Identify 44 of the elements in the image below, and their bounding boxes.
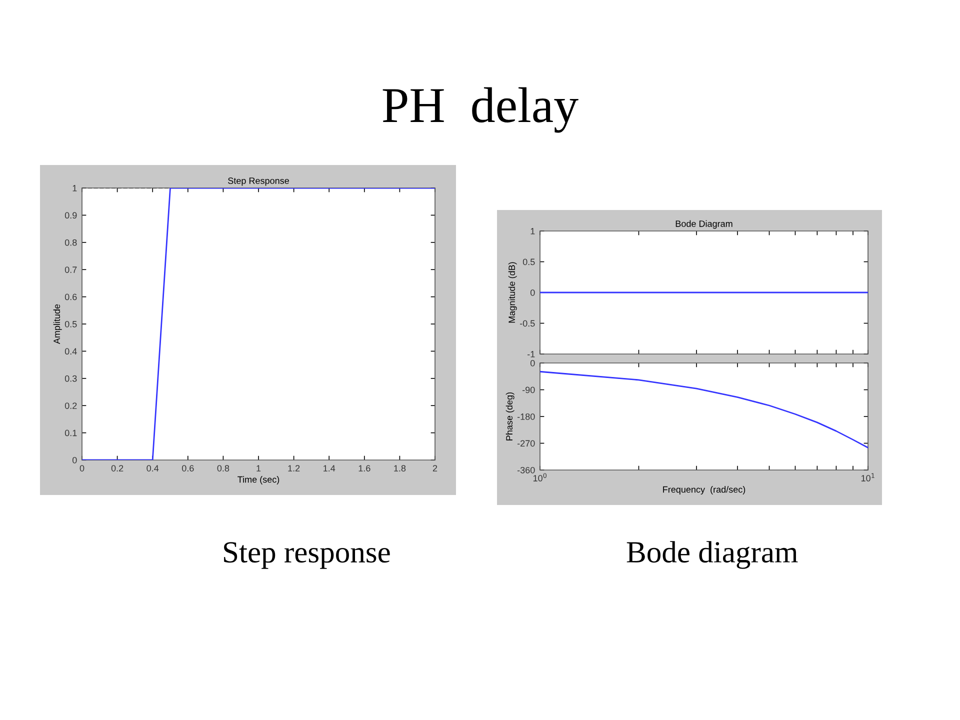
y-axis-title: Magnitude (dB) (508, 262, 517, 323)
text: Bode diagram (626, 541, 798, 569)
y-tick-label: -180 (517, 413, 535, 420)
chart-title: Step Response (228, 178, 289, 186)
y-tick-label: 1 (530, 228, 535, 234)
y-tick-label: 0 (72, 456, 77, 464)
y-tick-label: -0.5 (520, 320, 535, 327)
text: PH delay (382, 87, 578, 133)
y-tick-label: 0.7 (64, 266, 77, 273)
x-tick-label: 0.8 (217, 465, 230, 472)
y-tick-label: 1 (72, 185, 77, 192)
y-tick-label: 0.5 (522, 258, 535, 266)
x-tick-label: 1.8 (394, 465, 406, 472)
y-tick-label: 0 (530, 289, 535, 296)
y-axis-title: Phase (deg) (506, 392, 514, 440)
y-axis-title: Amplitude (53, 304, 62, 344)
x-tick-label: 1.2 (288, 465, 300, 472)
x-tick-label: 0.6 (182, 465, 194, 472)
y-tick-label: -360 (517, 466, 535, 474)
y-tick-label: 0.3 (64, 375, 77, 382)
y-tick-label: -270 (517, 440, 535, 447)
x-tick-label: 0 (80, 465, 84, 472)
chart-title: Bode Diagram (676, 220, 732, 229)
x-tick-label: 0.2 (111, 465, 124, 472)
x-tick-label: 1.6 (358, 465, 370, 472)
y-tick-label: -1 (528, 351, 535, 358)
text: Step response (224, 542, 390, 569)
x-tick-label: 2 (432, 465, 438, 472)
x-tick-label: 1.4 (324, 465, 336, 472)
x-tick-label: 0.4 (146, 465, 159, 472)
y-tick-label: 0.8 (64, 239, 77, 246)
x-axis-title: Frequency (rad/sec) (663, 486, 746, 494)
y-tick-label: 0 (530, 360, 535, 366)
y-tick-label: 0.4 (64, 348, 77, 355)
x-tick-label: 10$^{1}$ (861, 473, 874, 482)
y-tick-label: -90 (522, 386, 535, 394)
x-tick-label: 1 (256, 465, 261, 472)
y-tick-label: 0.1 (64, 430, 77, 436)
y-tick-label: 0.2 (64, 402, 77, 409)
x-tick-label: 10$^{0}$ (533, 473, 547, 482)
y-tick-label: 0.6 (64, 294, 77, 300)
x-axis-title: Time (sec) (238, 476, 280, 484)
y-tick-label: 0.9 (64, 212, 77, 219)
y-tick-label: 0.5 (64, 320, 77, 328)
